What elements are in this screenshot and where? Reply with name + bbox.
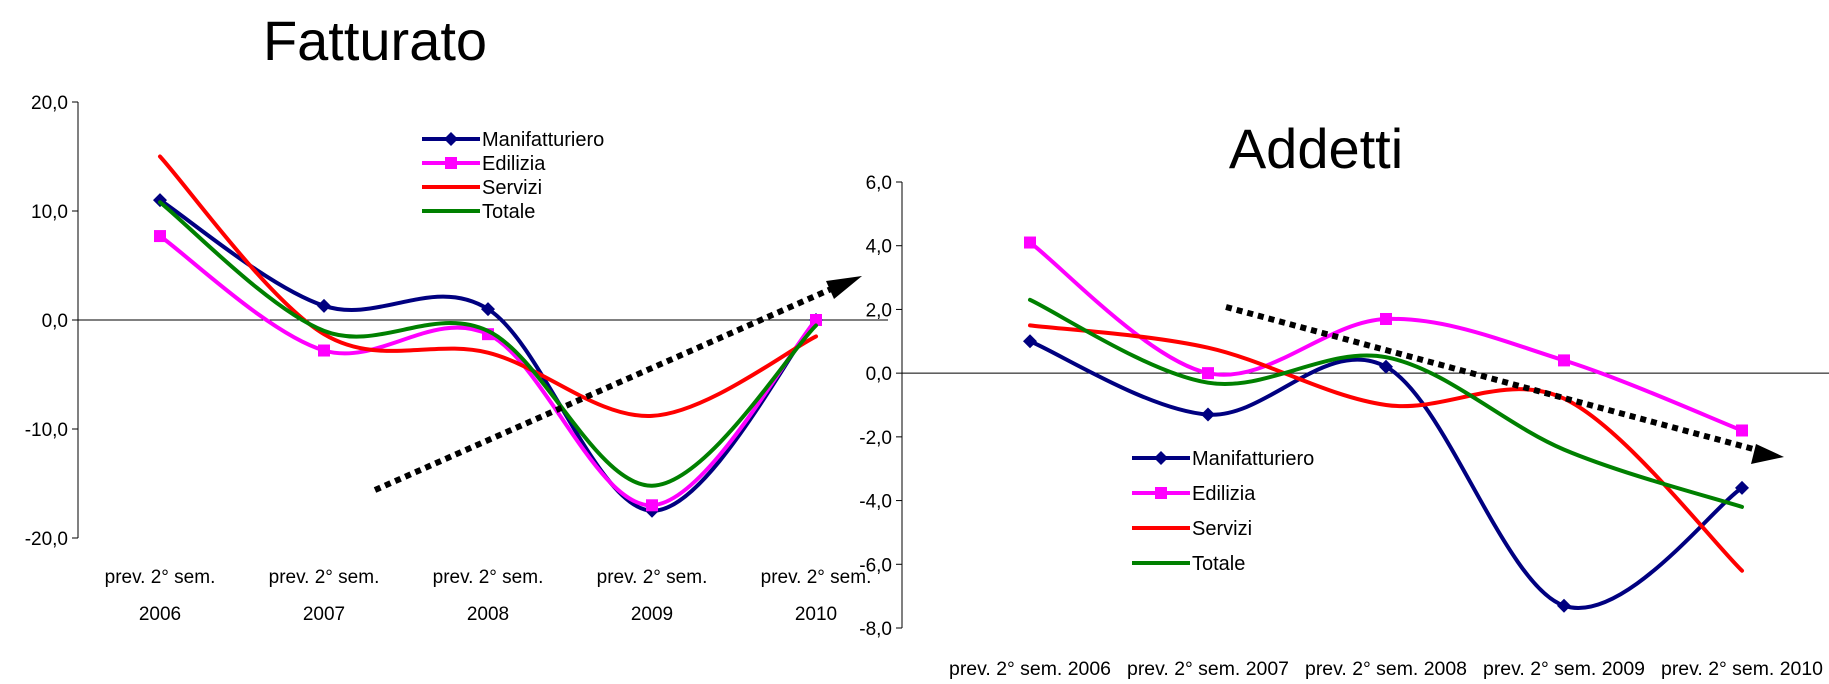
fatturato-x-tick-label-year: 2007 — [303, 604, 345, 625]
fatturato-legend-label-manifatturiero: Manifatturiero — [482, 129, 604, 151]
addetti-y-tick-label: 2,0 — [866, 300, 892, 321]
addetti-point-manifatturiero — [1023, 334, 1037, 349]
fatturato-y-tick-label: 10,0 — [31, 202, 68, 223]
fatturato-title: Fatturato — [263, 9, 487, 72]
fatturato-y-tick-label: -10,0 — [25, 420, 68, 441]
fatturato-x-tick-label-year: 2006 — [139, 604, 181, 625]
fatturato-x-tick-label: prev. 2° sem. — [105, 567, 216, 588]
fatturato-trend-arrow-line — [373, 283, 840, 493]
addetti-point-manifatturiero — [1379, 359, 1393, 374]
fatturato-legend-marker-edilizia — [445, 157, 457, 169]
fatturato-trend-arrow — [373, 276, 862, 493]
addetti-y-tick-label: 0,0 — [866, 364, 892, 385]
fatturato-point-edilizia — [154, 230, 166, 243]
addetti-series-line-manifatturiero — [1028, 339, 1744, 610]
addetti-y-tick-label: -6,0 — [859, 555, 892, 576]
fatturato-series-line-manifatturiero — [158, 198, 818, 513]
fatturato-point-edilizia — [646, 499, 658, 512]
addetti-trend-arrow-line — [1225, 304, 1758, 453]
addetti-point-edilizia — [1202, 367, 1214, 380]
addetti-point-manifatturiero — [1735, 480, 1749, 495]
addetti-x-tick-label: prev. 2° sem. 2007 — [1127, 659, 1289, 680]
fatturato-legend-label-totale: Totale — [482, 201, 535, 223]
addetti-series-line-totale — [1028, 297, 1744, 509]
fatturato-point-edilizia — [318, 344, 330, 357]
addetti-legend-marker-edilizia — [1155, 487, 1167, 499]
addetti-point-edilizia — [1024, 236, 1036, 249]
fatturato-legend-label-servizi: Servizi — [482, 177, 542, 199]
fatturato-x-tick-label-year: 2008 — [467, 604, 509, 625]
addetti-x-tick-label: prev. 2° sem. 2010 — [1661, 659, 1823, 680]
fatturato-series-line-servizi — [158, 154, 818, 418]
fatturato-y-tick-label: 20,0 — [31, 93, 68, 114]
addetti-x-tick-label: prev. 2° sem. 2008 — [1305, 659, 1467, 680]
addetti-title: Addetti — [1229, 117, 1403, 180]
fatturato-chart: Fatturato 20,0 10,0 0,0 -10,0 -20,0 prev. 2°… — [25, 9, 888, 625]
fatturato-point-edilizia — [810, 314, 822, 326]
fatturato-x-tick-label-year: 2010 — [795, 604, 837, 625]
addetti-point-manifatturiero — [1201, 407, 1215, 422]
fatturato-x-tick-label: prev. 2° sem. — [597, 567, 708, 588]
fatturato-legend-marker-manifatturiero — [444, 132, 458, 146]
addetti-x-tick-label: prev. 2° sem. 2006 — [949, 659, 1111, 680]
addetti-y-tick-label: 4,0 — [866, 237, 892, 258]
addetti-legend-label-manifatturiero: Manifatturiero — [1192, 448, 1314, 470]
fatturato-x-tick-label-year: 2009 — [631, 604, 673, 625]
fatturato-x-tick-label: prev. 2° sem. — [269, 567, 380, 588]
addetti-x-tick-label: prev. 2° sem. 2009 — [1483, 659, 1645, 680]
addetti-point-edilizia — [1558, 354, 1570, 367]
fatturato-y-tick-label: -20,0 — [25, 529, 68, 550]
fatturato-series-line-edilizia — [158, 234, 818, 508]
addetti-legend-label-edilizia: Edilizia — [1192, 483, 1256, 505]
fatturato-x-tick-label: prev. 2° sem. — [433, 567, 544, 588]
fatturato-legend-label-edilizia: Edilizia — [482, 153, 546, 175]
addetti-y-tick-label: -4,0 — [859, 492, 892, 513]
fatturato-point-manifatturiero — [481, 302, 495, 317]
addetti-trend-arrowhead — [1751, 444, 1784, 464]
addetti-chart: Addetti 6,0 4,0 2,0 0,0 -2,0 -4,0 -6,0 -8,0 pre… — [859, 117, 1829, 680]
fatturato-trend-arrowhead — [826, 276, 862, 299]
addetti-y-tick-label: -2,0 — [859, 428, 892, 449]
addetti-point-edilizia — [1380, 312, 1392, 325]
addetti-y-tick-label: -8,0 — [859, 619, 892, 640]
fatturato-point-manifatturiero — [317, 298, 331, 313]
addetti-y-tick-label: 6,0 — [866, 173, 892, 194]
addetti-legend-label-servizi: Servizi — [1192, 518, 1252, 540]
addetti-legend-marker-manifatturiero — [1154, 451, 1168, 465]
addetti-series-line-edilizia — [1028, 240, 1744, 433]
addetti-series-line-servizi — [1028, 323, 1744, 573]
addetti-trend-arrow — [1225, 304, 1784, 464]
addetti-point-edilizia — [1736, 424, 1748, 437]
fatturato-x-tick-label: prev. 2° sem. — [761, 567, 872, 588]
fatturato-y-tick-label: 0,0 — [42, 311, 68, 332]
fatturato-series-line-totale — [158, 200, 818, 488]
addetti-legend-label-totale: Totale — [1192, 553, 1245, 575]
addetti-point-manifatturiero — [1557, 598, 1571, 613]
